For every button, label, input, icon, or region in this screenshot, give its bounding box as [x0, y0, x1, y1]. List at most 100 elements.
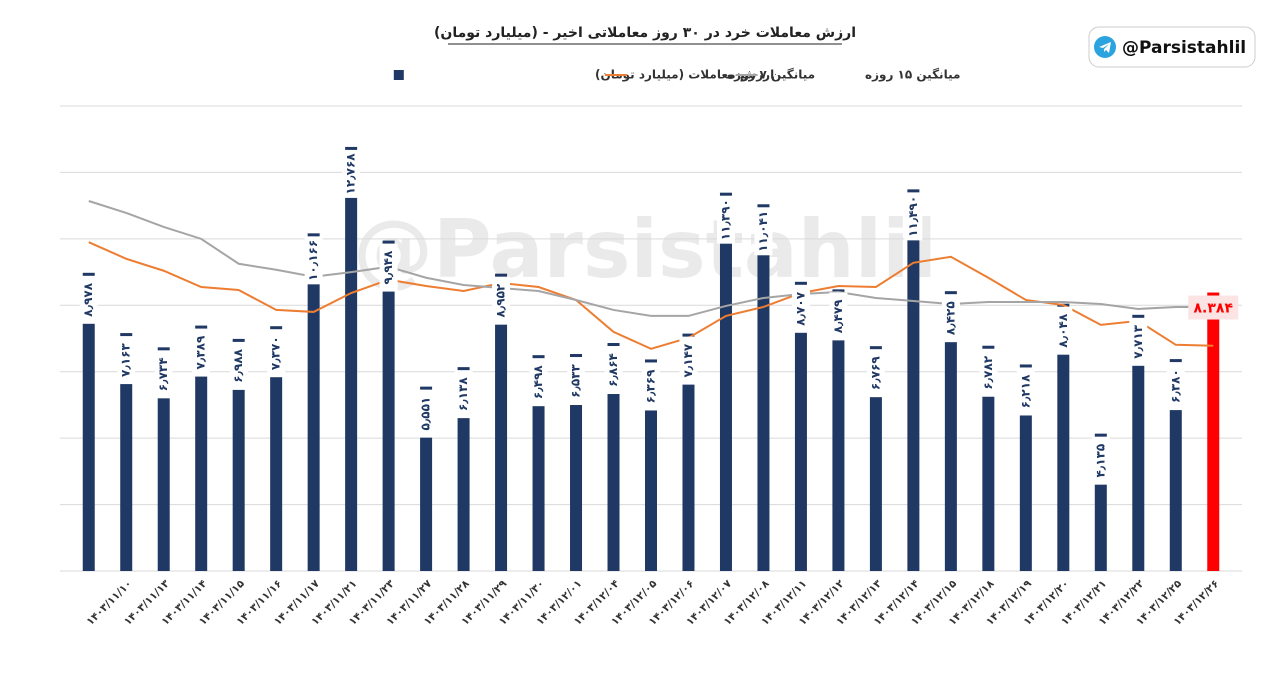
legend-swatch — [393, 70, 404, 80]
legend: ارزش معاملات (میلیارد تومان)میانگین ۷ رو… — [393, 68, 960, 83]
value-label-box — [979, 348, 998, 397]
bar — [1019, 364, 1032, 571]
value-label-box — [192, 328, 211, 377]
value-label: ۷٫۱۴۷ — [681, 343, 695, 377]
bar — [982, 345, 995, 571]
bar — [232, 338, 245, 571]
value-label-box — [1166, 362, 1185, 411]
value-label-box — [117, 336, 136, 385]
badge-text: @Parsistahlil — [1122, 38, 1246, 58]
value-label-box — [754, 207, 773, 256]
telegram-plane — [1099, 42, 1111, 53]
bar — [757, 204, 770, 571]
bar — [270, 326, 283, 571]
value-label-box — [604, 346, 623, 395]
value-label-box — [379, 243, 398, 292]
bar — [495, 273, 508, 571]
bar — [157, 347, 170, 571]
bar — [1169, 359, 1182, 571]
value-label: ۱۰٫۱۶۶ — [306, 240, 320, 281]
value-label: ۶٫۹۸۸ — [231, 348, 245, 382]
legend-label: میانگین ۱۵ روزه — [865, 68, 960, 83]
value-label-box — [1091, 436, 1110, 485]
value-label-box — [492, 276, 511, 325]
bar — [944, 291, 957, 571]
bar — [382, 240, 395, 571]
bar — [719, 192, 732, 572]
bar — [869, 346, 882, 571]
value-label-box — [267, 329, 286, 378]
bar — [907, 189, 920, 571]
value-label-box — [679, 336, 698, 385]
value-label: ۹٫۹۴۸ — [381, 250, 395, 284]
value-label-box — [229, 341, 248, 390]
line — [88, 200, 1214, 317]
bar — [120, 333, 133, 571]
value-label-box — [79, 275, 98, 324]
value-label-box — [567, 357, 586, 406]
value-label: ۶٫۷۸۲ — [981, 355, 995, 389]
line — [88, 241, 1214, 350]
bar — [682, 333, 695, 571]
chart-title: ارزش معاملات خرد در ۳۰ روز معاملاتی اخیر… — [434, 25, 856, 41]
value-label: ۶٫۷۶۹ — [868, 356, 882, 390]
value-label-box — [529, 358, 548, 407]
value-label: ۸٫۰۴۸ — [1056, 313, 1070, 347]
bar — [345, 146, 358, 572]
bar — [607, 343, 620, 571]
value-label-box — [829, 292, 848, 341]
value-label-box — [154, 350, 173, 399]
value-label: ۶٫۳۸۰ — [1168, 369, 1182, 403]
value-label: ۶٫۱۳۸ — [456, 377, 470, 411]
badge: @Parsistahlil — [1088, 26, 1256, 68]
value-label: ۷٫۳۷۰ — [269, 336, 283, 370]
bar — [645, 359, 657, 571]
value-label-box — [791, 284, 810, 333]
value-label: ۱۱٫۳۹۰ — [718, 199, 732, 240]
telegram-icon — [1094, 36, 1116, 58]
value-label-box — [454, 370, 473, 419]
value-label-box — [904, 192, 923, 241]
value-label: ۱۲٫۷۶۸ — [344, 153, 358, 195]
value-label: ۶٫۸۶۴ — [606, 353, 620, 387]
bar — [82, 272, 95, 571]
legend-label: ارزش معاملات (میلیارد تومان) — [595, 68, 774, 83]
value-label-box — [866, 349, 885, 398]
value-label: ۵٫۵۵۱ — [419, 397, 433, 431]
bar — [195, 325, 208, 571]
watermark: @Parsistahlil — [353, 203, 937, 296]
value-label: ۷٫۳۸۹ — [194, 335, 208, 369]
value-label-box — [642, 362, 660, 411]
value-label: ۱۱٫۴۹۰ — [906, 196, 920, 237]
badge-box — [1088, 26, 1256, 68]
legend-label: میانگین ۷ روزه — [727, 68, 815, 83]
value-label: ۷٫۷۱۳ — [1131, 324, 1145, 358]
value-label: ۸٫۴۷۹ — [831, 299, 845, 333]
value-label-box — [342, 149, 361, 198]
bar — [1057, 303, 1070, 571]
bar — [794, 281, 807, 571]
value-label: ۶٫۴۹۸ — [531, 365, 545, 399]
value-label-box — [716, 195, 735, 244]
value-label: ۸.۳۸۴ — [1194, 301, 1234, 317]
value-label: ۶٫۷۳۴ — [156, 357, 170, 391]
value-label-box — [1188, 295, 1239, 320]
value-label: ۸٫۷۰۷ — [793, 291, 807, 325]
value-label-box — [941, 294, 960, 343]
value-label-box — [304, 236, 323, 285]
value-label: ۱۱٫۰۴۱ — [756, 211, 770, 252]
bar — [532, 355, 545, 571]
value-label: ۷٫۱۶۳ — [119, 343, 133, 377]
value-label: ۸٫۹۵۲ — [494, 283, 508, 317]
bar — [832, 289, 845, 571]
bar — [570, 354, 583, 571]
value-label-box — [1054, 306, 1073, 355]
value-label-box — [1016, 367, 1035, 416]
value-label: ۶٫۵۳۳ — [569, 363, 583, 397]
value-label-box — [417, 389, 436, 438]
value-label: ۸٫۹۷۸ — [81, 282, 95, 316]
value-label: ۴٫۱۳۵ — [1093, 444, 1107, 478]
value-label: ۶٫۳۶۹ — [644, 369, 658, 403]
